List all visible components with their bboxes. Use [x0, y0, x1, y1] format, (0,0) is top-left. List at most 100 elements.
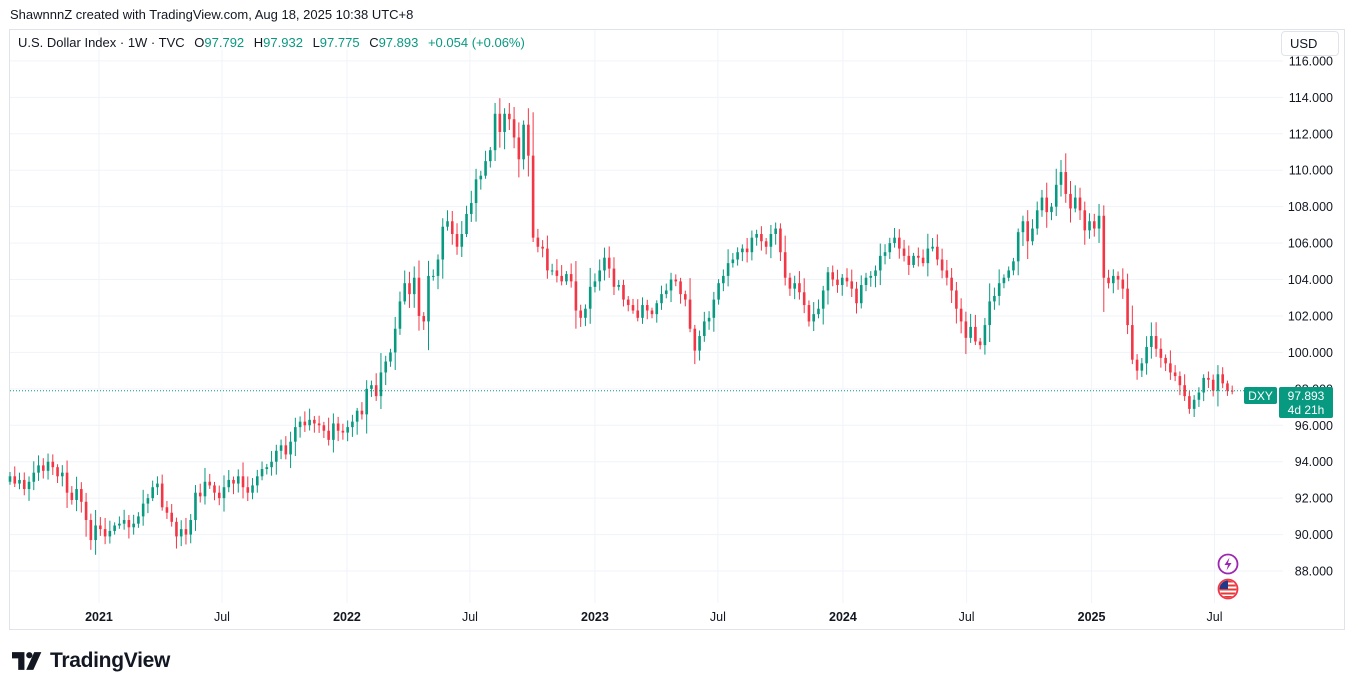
candle-body: [1188, 396, 1191, 409]
x-tick-label: 2025: [1078, 610, 1106, 624]
candle-body: [926, 248, 930, 264]
candle-body: [798, 283, 801, 293]
candle-body: [1145, 346, 1148, 364]
candle: [826, 266, 830, 305]
x-tick-label: Jul: [1207, 610, 1223, 624]
candle-body: [546, 248, 549, 271]
candle-body: [379, 372, 383, 397]
candle: [588, 267, 592, 324]
candle: [1102, 205, 1106, 312]
candle: [864, 272, 868, 292]
candle: [379, 353, 383, 409]
chart-caption: ShawnnnZ created with TradingView.com, A…: [10, 7, 414, 22]
candle: [422, 312, 426, 330]
symbol-title: U.S. Dollar Index · 1W · TVC: [18, 35, 185, 50]
candle: [1059, 160, 1063, 197]
candle-body: [455, 234, 459, 247]
candle-body: [1116, 275, 1120, 280]
candle-body: [1078, 197, 1082, 211]
candle: [555, 259, 559, 283]
candle: [189, 514, 193, 544]
candle-body: [13, 476, 17, 484]
candle: [203, 467, 207, 505]
candle: [1045, 182, 1049, 228]
candle-body: [56, 467, 59, 477]
candle-body: [912, 255, 915, 265]
candle: [626, 296, 630, 312]
candle: [878, 243, 882, 286]
candle-body: [698, 336, 701, 351]
candle-body: [517, 137, 521, 160]
candle-body: [355, 410, 359, 422]
candle: [1021, 215, 1025, 247]
candle: [317, 415, 321, 433]
candle-body: [684, 294, 687, 300]
candle: [945, 259, 949, 286]
candle-body: [707, 317, 711, 322]
candle-body: [194, 492, 197, 521]
candle: [284, 436, 288, 460]
candle: [650, 307, 654, 319]
lightning-icon[interactable]: [1217, 553, 1239, 575]
candle: [270, 450, 273, 476]
candle-body: [674, 279, 678, 282]
candle: [80, 482, 83, 513]
candle: [22, 472, 26, 496]
candle: [279, 439, 283, 460]
candle-body: [474, 179, 478, 204]
candle: [598, 259, 601, 291]
candle-body: [840, 277, 844, 286]
candle: [308, 408, 311, 431]
candle: [988, 283, 991, 343]
candle: [741, 244, 744, 262]
candle-body: [983, 325, 987, 346]
candle: [1040, 189, 1044, 217]
candle-body: [679, 281, 682, 295]
candle: [41, 458, 45, 479]
candle-body: [888, 243, 892, 253]
candle: [779, 223, 782, 261]
candle: [959, 298, 963, 334]
currency-button[interactable]: USD: [1281, 31, 1339, 56]
candle: [27, 476, 31, 501]
candle-body: [907, 255, 911, 265]
candle-body: [118, 523, 121, 526]
candle-body: [1140, 363, 1144, 371]
candle: [612, 257, 616, 296]
candle: [669, 272, 673, 303]
candle: [522, 120, 525, 170]
candle: [346, 420, 349, 442]
candle-body: [565, 274, 568, 282]
candle-body: [1012, 261, 1015, 271]
candle-body: [1230, 390, 1234, 392]
candle-body: [232, 479, 235, 484]
candle-body: [1102, 215, 1106, 278]
candle: [1173, 365, 1177, 382]
candle-body: [160, 483, 164, 508]
us-flag-icon[interactable]: [1217, 578, 1239, 600]
candle: [840, 273, 844, 296]
brand-footer[interactable]: TradingView: [12, 648, 170, 674]
y-tick-label: 110.000: [1289, 164, 1333, 178]
candle-body: [346, 427, 349, 433]
candle-body: [236, 476, 240, 484]
candle: [722, 269, 725, 292]
candle-body: [460, 234, 464, 247]
candle-body: [622, 285, 625, 300]
candle: [322, 421, 326, 439]
candle: [855, 281, 858, 314]
candle: [370, 380, 373, 397]
candle-body: [864, 277, 868, 286]
candle: [812, 302, 816, 332]
candle: [427, 260, 430, 351]
candle-body: [208, 481, 212, 486]
candle-body: [389, 352, 392, 362]
candle-body: [94, 525, 97, 541]
candle: [874, 265, 877, 288]
candle-body: [850, 281, 854, 289]
candle: [798, 271, 801, 300]
candle-body: [427, 275, 430, 322]
candle-body: [760, 234, 763, 242]
candle-body: [1150, 336, 1153, 347]
